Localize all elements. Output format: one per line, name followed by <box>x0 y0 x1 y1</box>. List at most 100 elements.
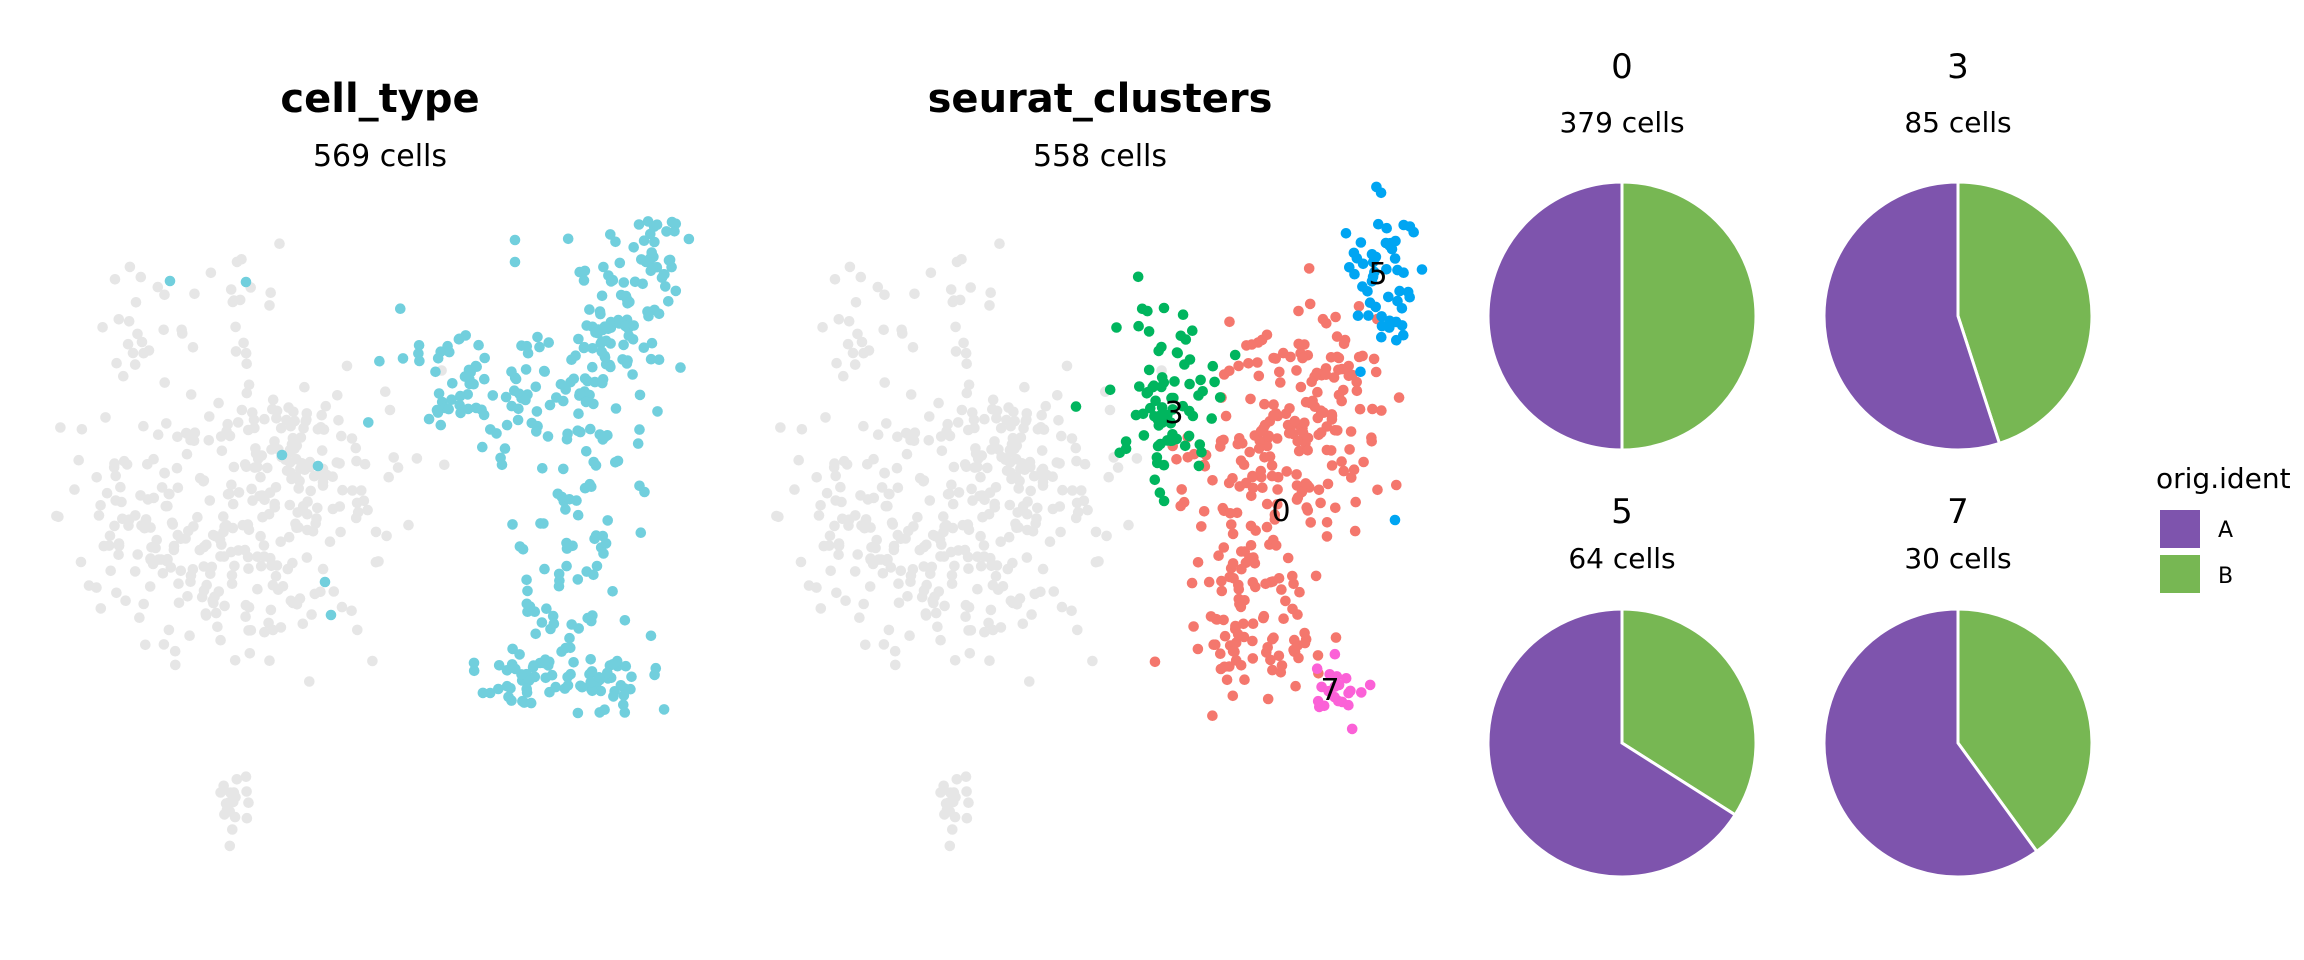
cell-point-cluster-5 <box>1390 235 1401 247</box>
cell-point-highlight <box>593 672 605 683</box>
cell-point-highlight <box>608 691 619 702</box>
cell-point-other <box>242 551 254 563</box>
cell-point-other <box>243 797 254 808</box>
cell-point-other <box>327 471 339 483</box>
cell-point-highlight <box>586 685 598 697</box>
cell-point-highlight <box>568 657 579 668</box>
cell-point-other <box>947 296 959 308</box>
cell-point-other <box>939 600 950 612</box>
cell-point-cluster-0 <box>1291 494 1303 505</box>
cell-point-other <box>946 578 958 589</box>
cell-point-other <box>346 605 357 617</box>
cell-point-other <box>164 488 175 500</box>
cell-point-other <box>847 347 859 359</box>
cell-point-highlight <box>585 654 596 665</box>
cell-point-highlight <box>564 494 575 505</box>
cell-point-cluster-0 <box>1292 435 1303 447</box>
cell-point-highlight <box>525 697 537 709</box>
cell-point-other <box>1055 526 1066 538</box>
cell-point-cluster-5 <box>1376 311 1387 322</box>
cell-point-cluster-0 <box>1281 466 1292 477</box>
cell-point-cluster-3 <box>1165 418 1177 429</box>
cell-point-other <box>123 520 134 531</box>
cell-point-cluster-5 <box>1355 366 1366 378</box>
cell-point-cluster-3 <box>1154 487 1166 499</box>
cell-point-highlight <box>618 339 629 351</box>
cell-point-other <box>1021 508 1033 520</box>
cell-point-other <box>162 500 173 512</box>
cell-point-cluster-0 <box>1288 578 1299 590</box>
cell-point-other <box>836 496 847 508</box>
cell-point-other <box>337 484 348 496</box>
cell-point-other <box>1011 599 1023 610</box>
cell-point-cluster-0 <box>1192 643 1204 655</box>
cell-point-other <box>136 336 148 348</box>
cell-point-cluster-3 <box>1158 302 1170 314</box>
cell-point-other <box>299 381 310 393</box>
cell-point-cluster-5 <box>1392 264 1403 276</box>
cell-point-cluster-0 <box>1253 370 1265 382</box>
cell-point-cluster-0 <box>1367 403 1378 415</box>
panel-title-cell-type: cell_type <box>280 76 479 122</box>
cell-point-other <box>262 462 273 474</box>
cell-point-highlight <box>562 680 574 691</box>
cell-point-other <box>172 431 183 443</box>
legend-key-a <box>2160 510 2200 548</box>
cell-point-highlight <box>587 610 598 621</box>
cell-point-highlight <box>552 488 564 500</box>
cell-point-highlight <box>530 381 542 393</box>
cell-point-cluster-3 <box>1133 320 1144 332</box>
cell-point-other <box>110 470 121 482</box>
cell-point-highlight <box>642 216 654 227</box>
cell-point-cluster-3 <box>1137 408 1149 420</box>
cell-point-cluster-0 <box>1315 497 1326 509</box>
cell-point-other <box>255 560 267 572</box>
cell-point-other <box>849 566 861 577</box>
cell-point-other <box>116 496 127 508</box>
cell-point-other <box>1024 456 1036 468</box>
cell-point-highlight <box>539 563 550 575</box>
cell-point-other <box>907 342 919 353</box>
cell-point-other <box>1019 464 1030 476</box>
cell-point-cluster-5 <box>1396 320 1408 331</box>
cell-point-other <box>350 442 362 454</box>
cell-point-other <box>295 432 307 443</box>
pie-title-7: 7 <box>1947 492 1969 532</box>
cell-point-other <box>129 566 141 577</box>
cell-point-other <box>312 502 323 514</box>
panel-title-seurat-clusters: seurat_clusters <box>928 76 1273 122</box>
cell-point-other <box>889 645 901 657</box>
cell-point-other <box>811 472 822 483</box>
cell-point-cluster-0 <box>1330 632 1342 643</box>
cell-point-cluster-0 <box>1228 573 1239 584</box>
cell-point-highlight <box>561 434 573 445</box>
cell-point-other <box>950 321 961 333</box>
cell-point-highlight <box>487 390 499 401</box>
cell-point-other <box>271 405 283 417</box>
cell-point-other <box>1037 480 1049 491</box>
cell-point-other <box>241 387 253 399</box>
cell-point-other <box>117 513 128 525</box>
umap-panel-cell-type: cell_type 569 cells <box>51 76 695 852</box>
cell-point-highlight <box>591 560 603 572</box>
cell-point-cluster-0 <box>1262 693 1274 705</box>
cell-point-other <box>1011 453 1022 465</box>
cell-point-cluster-0 <box>1247 618 1259 629</box>
cell-point-cluster-0 <box>1227 473 1238 484</box>
cell-point-cluster-3 <box>1143 326 1155 337</box>
cell-point-other <box>306 609 317 620</box>
cell-point-cluster-0 <box>1325 352 1337 363</box>
cell-point-cluster-5 <box>1376 331 1387 343</box>
cell-point-cluster-3 <box>1070 401 1082 412</box>
cell-point-other <box>881 555 892 567</box>
cell-point-other <box>95 500 106 511</box>
cell-point-highlight <box>319 576 331 588</box>
cell-point-other <box>833 538 845 549</box>
cell-point-cluster-0 <box>1244 446 1255 458</box>
cell-point-cluster-5 <box>1398 219 1409 231</box>
cell-point-cluster-0 <box>1297 352 1308 364</box>
cell-point-highlight <box>442 340 453 352</box>
cell-point-other <box>944 430 956 442</box>
cell-point-cluster-5 <box>1376 320 1388 332</box>
cell-point-other <box>83 580 95 591</box>
